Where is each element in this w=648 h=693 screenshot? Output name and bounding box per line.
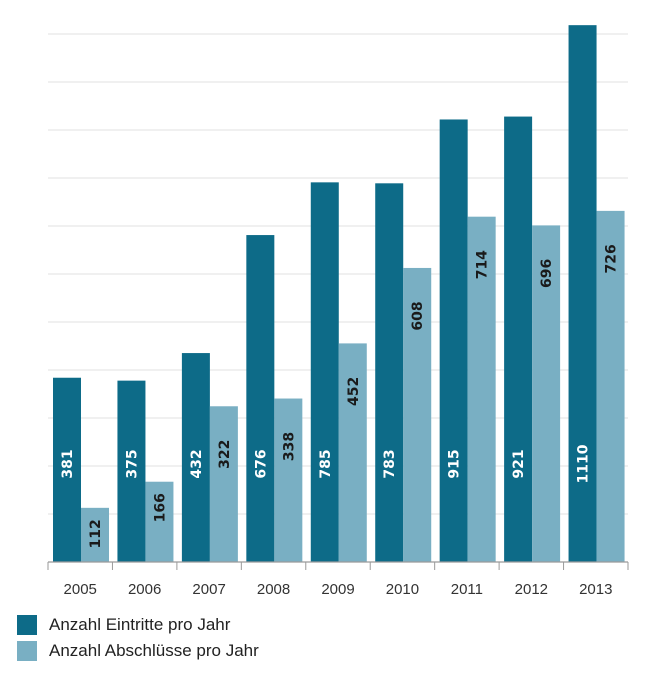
legend-swatch-abschluesse bbox=[17, 641, 37, 661]
data-label-eintritte-2007: 432 bbox=[189, 449, 205, 478]
data-label-abschluesse-2005: 112 bbox=[88, 519, 104, 548]
data-label-eintritte-2010: 783 bbox=[382, 449, 398, 478]
data-label-abschluesse-2010: 608 bbox=[410, 301, 426, 330]
data-label-eintritte-2008: 676 bbox=[253, 449, 269, 478]
bars bbox=[53, 25, 625, 562]
bar-abschluesse-2008 bbox=[274, 399, 302, 562]
data-label-abschluesse-2006: 166 bbox=[152, 493, 168, 522]
data-label-abschluesse-2011: 714 bbox=[475, 250, 491, 279]
bar-eintritte-2012 bbox=[504, 117, 532, 562]
legend-swatch-eintritte bbox=[17, 615, 37, 635]
x-tick-label-2009: 2009 bbox=[321, 581, 354, 598]
bar-chart: 381 112 375 166 432 322 676 338 785 452 783 608 915 7… bbox=[0, 0, 648, 600]
data-label-eintritte-2006: 375 bbox=[124, 449, 140, 478]
x-axis-ticks: 2005 2006 2007 2008 2009 2010 2011 2012 2013 bbox=[48, 562, 628, 598]
legend-item-abschluesse: Anzahl Abschlüsse pro Jahr bbox=[17, 638, 259, 664]
data-label-eintritte-2009: 785 bbox=[318, 449, 334, 478]
bar-eintritte-2009 bbox=[311, 182, 339, 562]
x-tick-label-2007: 2007 bbox=[192, 581, 225, 598]
x-tick-label-2008: 2008 bbox=[257, 581, 290, 598]
data-label-abschluesse-2007: 322 bbox=[217, 440, 233, 469]
legend-label-abschluesse: Anzahl Abschlüsse pro Jahr bbox=[49, 641, 259, 661]
x-tick-label-2011: 2011 bbox=[451, 581, 483, 598]
x-tick-label-2010: 2010 bbox=[386, 581, 419, 598]
bar-eintritte-2011 bbox=[440, 119, 468, 562]
data-label-eintritte-2005: 381 bbox=[60, 449, 76, 478]
data-label-eintritte-2012: 921 bbox=[511, 449, 527, 478]
data-label-abschluesse-2009: 452 bbox=[346, 377, 362, 406]
legend-label-eintritte: Anzahl Eintritte pro Jahr bbox=[49, 615, 230, 635]
data-label-eintritte-2013: 1110 bbox=[576, 444, 592, 483]
legend: Anzahl Eintritte pro Jahr Anzahl Abschlü… bbox=[17, 612, 259, 664]
data-label-abschluesse-2008: 338 bbox=[281, 432, 297, 461]
bar-abschluesse-2007 bbox=[210, 406, 238, 562]
bar-abschluesse-2009 bbox=[339, 343, 367, 562]
data-label-abschluesse-2012: 696 bbox=[539, 259, 555, 288]
x-tick-label-2005: 2005 bbox=[64, 581, 97, 598]
data-label-eintritte-2011: 915 bbox=[447, 449, 463, 478]
legend-item-eintritte: Anzahl Eintritte pro Jahr bbox=[17, 612, 259, 638]
data-label-abschluesse-2013: 726 bbox=[604, 244, 620, 273]
x-tick-label-2013: 2013 bbox=[579, 581, 612, 598]
x-tick-label-2012: 2012 bbox=[515, 581, 548, 598]
bar-eintritte-2008 bbox=[246, 235, 274, 562]
bar-eintritte-2010 bbox=[375, 183, 403, 562]
x-tick-label-2006: 2006 bbox=[128, 581, 161, 598]
